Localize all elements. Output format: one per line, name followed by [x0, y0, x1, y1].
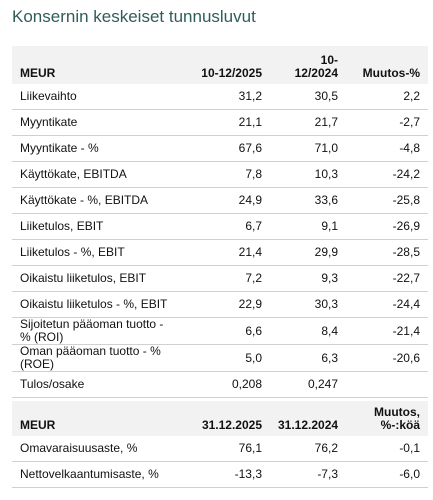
- cell-value: -24,4: [346, 291, 428, 318]
- cell-value: 24,9: [180, 187, 270, 214]
- cell-value: 6,6: [180, 317, 270, 345]
- title: Konsernin keskeiset tunnusluvut: [12, 7, 256, 26]
- column-header: 10-12/2024: [270, 46, 346, 84]
- column-header: 10-12/2025: [180, 46, 270, 84]
- cell-value: 21,7: [270, 109, 346, 136]
- row-label: Myyntikate: [12, 109, 180, 136]
- column-header: Muutos, %-:köä: [346, 401, 428, 436]
- cell-value: -28,5: [346, 239, 428, 266]
- row-label: Käyttökate - %, EBITDA: [12, 187, 180, 214]
- cell-value: -26,9: [346, 213, 428, 240]
- cell-value: 10,3: [270, 161, 346, 188]
- cell-value: 30,5: [270, 84, 346, 110]
- cell-value: 30,3: [270, 291, 346, 318]
- cell-value: 0,247: [270, 371, 346, 398]
- cell-value: 8,4: [270, 317, 346, 345]
- cell-value: 29,9: [270, 239, 346, 266]
- table-row: Tulos/osake 0,208 0,247: [12, 371, 428, 398]
- column-header: 31.12.2024: [270, 401, 346, 436]
- table-row: Liiketulos, EBIT 6,7 9,1 -26,9: [12, 213, 428, 240]
- row-label: Oikaistu liiketulos - %, EBIT: [12, 291, 180, 318]
- column-header: 31.12.2025: [180, 401, 270, 436]
- table-row: Nettovelkaantumisaste, % -13,3 -7,3 -6,0: [12, 461, 428, 488]
- row-label: Oikaistu liiketulos, EBIT: [12, 265, 180, 292]
- cell-value: 6,7: [180, 213, 270, 240]
- cell-value: 21,1: [180, 109, 270, 136]
- cell-value: -25,8: [346, 187, 428, 214]
- cell-value: -2,7: [346, 109, 428, 136]
- cell-value: -7,3: [270, 461, 346, 488]
- cell-value: 33,6: [270, 187, 346, 214]
- column-header: MEUR: [12, 401, 180, 436]
- cell-value: 6,3: [270, 344, 346, 372]
- table-row: Käyttökate, EBITDA 7,8 10,3 -24,2: [12, 161, 428, 188]
- table-row: Omavaraisuusaste, % 76,1 76,2 -0,1: [12, 436, 428, 462]
- row-label: Nettovelkaantumisaste, %: [12, 461, 180, 488]
- cell-value: 7,2: [180, 265, 270, 292]
- row-label: Omavaraisuusaste, %: [12, 436, 180, 462]
- cell-value: 9,3: [270, 265, 346, 292]
- cell-value: 31,2: [180, 84, 270, 110]
- cell-value: -20,6: [346, 344, 428, 372]
- cell-value: 9,1: [270, 213, 346, 240]
- table-row: Myyntikate - % 67,6 71,0 -4,8: [12, 135, 428, 162]
- cell-value: 76,1: [180, 436, 270, 462]
- table-row: Liikevaihto 31,2 30,5 2,2: [12, 84, 428, 110]
- cell-value: -13,3: [180, 461, 270, 488]
- header-row: MEUR 31.12.2025 31.12.2024 Muutos, %-:köä: [12, 401, 428, 436]
- key-figures-table: MEUR 10-12/2025 10-12/2024 Muutos-% Liikevai…: [12, 46, 428, 398]
- cell-value: -6,0: [346, 461, 428, 488]
- cell-value: -4,8: [346, 135, 428, 162]
- row-label: Liikevaihto: [12, 84, 180, 110]
- row-label: Tulos/osake: [12, 371, 180, 398]
- balance-table: MEUR 31.12.2025 31.12.2024 Muutos, %-:köä Om…: [12, 401, 428, 488]
- column-header: MEUR: [12, 46, 180, 84]
- table-row: Myyntikate 21,1 21,7 -2,7: [12, 109, 428, 136]
- table-row: Oman pääoman tuotto - % (ROE) 5,0 6,3 -20,6: [12, 344, 428, 372]
- cell-value: -22,7: [346, 265, 428, 292]
- row-label: Myyntikate - %: [12, 135, 180, 162]
- cell-value: 71,0: [270, 135, 346, 162]
- header-row: MEUR 10-12/2025 10-12/2024 Muutos-%: [12, 46, 428, 84]
- cell-value: 7,8: [180, 161, 270, 188]
- cell-value: 22,9: [180, 291, 270, 318]
- cell-value: -24,2: [346, 161, 428, 188]
- cell-value: 21,4: [180, 239, 270, 266]
- cell-value: 5,0: [180, 344, 270, 372]
- cell-value: -0,1: [346, 436, 428, 462]
- cell-value: 67,6: [180, 135, 270, 162]
- column-header: Muutos-%: [346, 46, 428, 84]
- row-label: Liiketulos - %, EBIT: [12, 239, 180, 266]
- cell-value: 2,2: [346, 84, 428, 110]
- cell-value: 76,2: [270, 436, 346, 462]
- table-row: Käyttökate - %, EBITDA 24,9 33,6 -25,8: [12, 187, 428, 214]
- cell-value: 0,208: [180, 371, 270, 398]
- empty-cell: [346, 371, 428, 398]
- cell-value: -21,4: [346, 317, 428, 345]
- row-label: Käyttökate, EBITDA: [12, 161, 180, 188]
- row-label: Liiketulos, EBIT: [12, 213, 180, 240]
- table-row: Sijoitetun pääoman tuotto - % (ROI) 6,6 8,…: [12, 317, 428, 345]
- table-row: Oikaistu liiketulos - %, EBIT 22,9 30,3 -24…: [12, 291, 428, 318]
- table-row: Liiketulos - %, EBIT 21,4 29,9 -28,5: [12, 239, 428, 266]
- row-label: Oman pääoman tuotto - % (ROE): [12, 344, 180, 372]
- row-label: Sijoitetun pääoman tuotto - % (ROI): [12, 317, 180, 345]
- table-row: Oikaistu liiketulos, EBIT 7,2 9,3 -22,7: [12, 265, 428, 292]
